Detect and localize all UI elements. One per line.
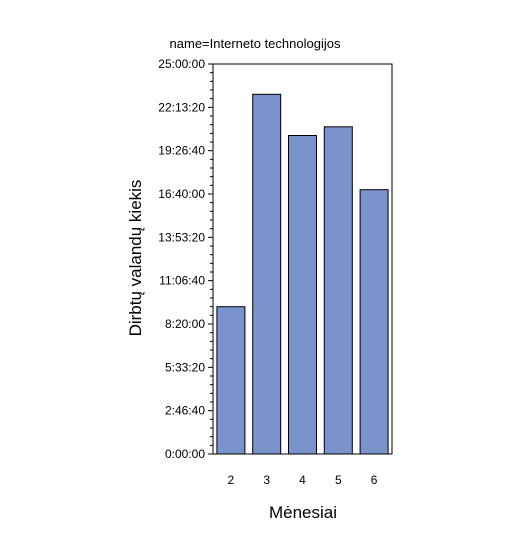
bar-month-4 (288, 135, 317, 455)
y-axis-title: Dirbtų valandų kiekis (126, 180, 145, 337)
bar-month-3 (252, 93, 282, 455)
y-tick-label: 5:33:20 (165, 360, 205, 374)
x-axis-ticks: 2 3 4 5 6 (228, 473, 378, 487)
x-tick-label: 4 (299, 473, 306, 487)
y-tick-label: 11:06:40 (159, 274, 205, 288)
bar-month-2 (216, 306, 246, 455)
bars-group (216, 93, 389, 455)
x-tick-label: 6 (371, 473, 378, 487)
x-axis-title: Mėnesiai (269, 503, 337, 522)
x-tick-label: 2 (228, 473, 235, 487)
y-tick-label: 2:46:40 (165, 404, 205, 418)
bar-month-5 (323, 126, 353, 455)
y-tick-label: 8:20:00 (165, 317, 205, 331)
plot-area-frame (212, 63, 393, 455)
bar-month-6 (359, 189, 389, 455)
chart-title: name=Interneto technologijos (170, 36, 341, 51)
y-axis-ticks: 0:00:00 2:46:40 5:33:20 8:20:00 11:06:40 13:5… (158, 57, 213, 461)
x-tick-label: 5 (335, 473, 342, 487)
y-tick-label: 25:00:00 (158, 57, 205, 71)
x-tick-label: 3 (263, 473, 270, 487)
y-tick-label: 22:13:20 (158, 100, 205, 114)
y-tick-label: 0:00:00 (165, 447, 205, 461)
y-tick-label: 16:40:00 (158, 187, 205, 201)
y-tick-label: 19:26:40 (158, 144, 205, 158)
y-tick-label: 13:53:20 (158, 230, 205, 244)
